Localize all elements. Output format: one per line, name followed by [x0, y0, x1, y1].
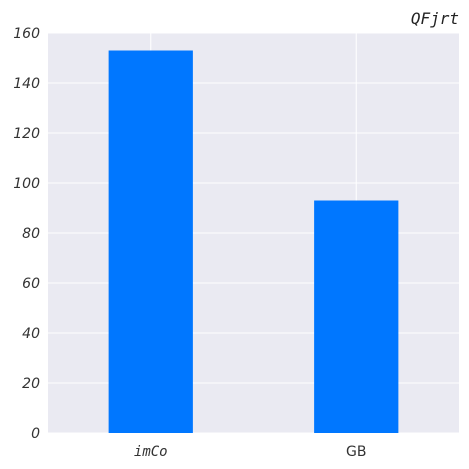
- x-tick-label: imCo: [134, 444, 168, 460]
- y-tick-label: 140: [13, 76, 40, 92]
- bar-GB: [314, 200, 399, 433]
- chart-title: QFjrt: [411, 9, 459, 28]
- y-tick-label: 80: [22, 226, 40, 242]
- y-tick-label: 120: [13, 126, 40, 142]
- y-tick-label: 100: [13, 176, 40, 192]
- y-axis-ticks: 0 20 40 60 80 100 120 140 160: [13, 26, 40, 442]
- y-tick-label: 0: [31, 426, 40, 442]
- bar-series: [108, 50, 399, 433]
- y-tick-label: 60: [22, 276, 40, 292]
- x-axis-ticks: imCo GB: [134, 444, 367, 460]
- y-tick-label: 20: [22, 376, 40, 392]
- y-tick-label: 40: [22, 326, 40, 342]
- bar-imCo: [108, 50, 193, 433]
- y-tick-label: 160: [13, 26, 40, 42]
- x-tick-label: GB: [346, 444, 366, 460]
